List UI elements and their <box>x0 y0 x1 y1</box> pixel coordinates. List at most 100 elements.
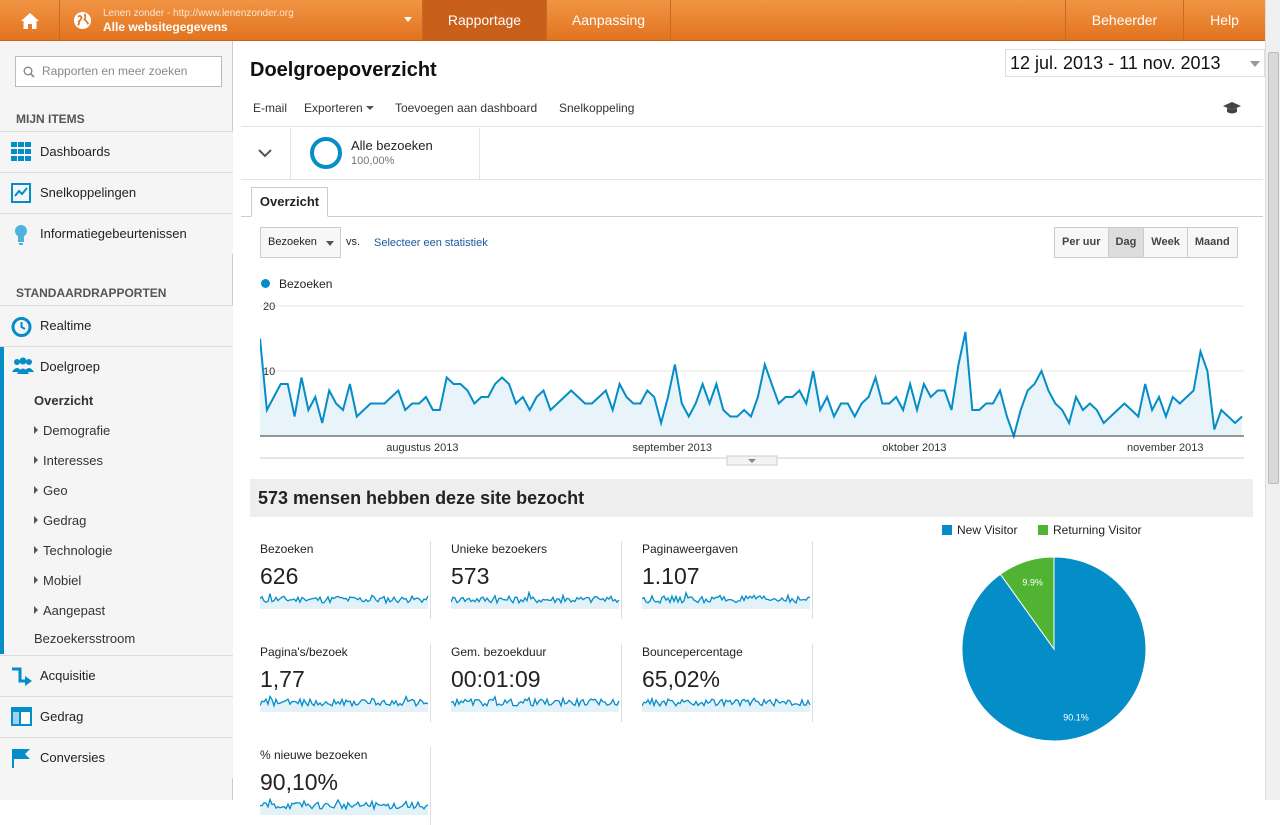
home-icon <box>20 12 39 29</box>
sidebar-subitem-mobile[interactable]: Mobiel <box>34 573 81 588</box>
account-selector[interactable]: Lenen zonder - http://www.lenenzonder.or… <box>60 0 423 41</box>
sparkline-line <box>451 591 620 605</box>
sparkline-line <box>642 591 811 605</box>
sidebar-item-intelligence-events[interactable]: Informatiegebeurtenissen <box>0 213 233 254</box>
chevron-down-icon <box>258 149 272 158</box>
sidebar-subitem-label: Demografie <box>43 423 111 438</box>
sparkline-fill <box>260 593 428 609</box>
tab-reporting[interactable]: Rapportage <box>423 0 547 41</box>
metric-tile[interactable]: Gem. bezoekduur 00:01:09 <box>441 644 622 722</box>
metric-tile[interactable]: Unieke bezoekers 573 <box>441 541 622 619</box>
export-button[interactable]: Exporteren <box>304 101 375 115</box>
pie-legend-new: New Visitor <box>942 523 1017 537</box>
sidebar-subitem-behavior[interactable]: Gedrag <box>34 513 86 528</box>
x-tick-label: augustus 2013 <box>386 442 458 454</box>
metric-value: 90,10% <box>260 769 339 795</box>
select-statistic-link[interactable]: Selecteer een statistiek <box>374 237 488 249</box>
sidebar-subitem-label: Mobiel <box>43 573 82 588</box>
sidebar-item-behavior[interactable]: Gedrag <box>0 696 233 737</box>
acquisition-arrow-icon <box>12 667 32 686</box>
x-tick-label: oktober 2013 <box>882 442 946 454</box>
sidebar-subitem-geo[interactable]: Geo <box>34 483 68 498</box>
tab-admin[interactable]: Beheerder <box>1065 0 1184 41</box>
graduation-cap-icon[interactable] <box>1222 101 1242 115</box>
home-button[interactable] <box>0 0 60 41</box>
legend-swatch <box>1038 525 1048 535</box>
standard-reports-heading: STANDAARDRAPPORTEN <box>16 286 167 300</box>
metric-selector[interactable]: Bezoeken <box>260 227 341 258</box>
tab-customization[interactable]: Aanpassing <box>547 0 671 41</box>
metric-label: Bezoeken <box>260 542 314 556</box>
sparkline <box>642 591 811 609</box>
sidebar-item-conversions[interactable]: Conversies <box>0 737 233 778</box>
metric-label: Pagina's/bezoek <box>260 645 348 659</box>
metric-value: 00:01:09 <box>451 666 541 692</box>
metric-tile[interactable]: % nieuwe bezoeken 90,10% <box>250 747 431 825</box>
sidebar-subitem-custom[interactable]: Aangepast <box>34 603 105 618</box>
granularity-day[interactable]: Dag <box>1108 228 1145 257</box>
sidebar-item-label: Informatiegebeurtenissen <box>40 226 187 241</box>
legend-label: New Visitor <box>957 523 1018 537</box>
visitor-type-pie-chart: 90.1% 9.9% <box>961 556 1147 742</box>
metric-tile[interactable]: Paginaweergaven 1.107 <box>632 541 813 619</box>
lightbulb-icon <box>15 225 27 245</box>
tab-help[interactable]: Help <box>1210 12 1239 28</box>
shortcut-button[interactable]: Snelkoppeling <box>559 101 635 115</box>
sidebar-item-audience[interactable]: Doelgroep <box>0 346 233 655</box>
granularity-week[interactable]: Week <box>1144 228 1188 257</box>
metric-value: 65,02% <box>642 666 721 692</box>
summary-heading: 573 mensen hebben deze site bezocht <box>250 479 1253 517</box>
tab-divider <box>241 216 1263 217</box>
y-tick-label: 20 <box>263 301 275 313</box>
sparkline-fill <box>260 696 428 712</box>
sidebar-item-shortcuts[interactable]: Snelkoppelingen <box>0 172 233 213</box>
segment-ring-icon <box>310 137 342 169</box>
sidebar-subitem-label: Aangepast <box>43 603 106 618</box>
legend-label: Returning Visitor <box>1053 523 1142 537</box>
metric-tile[interactable]: Pagina's/bezoek 1,77 <box>250 644 431 722</box>
page-scrollbar[interactable] <box>1265 0 1280 800</box>
date-range-picker[interactable]: 12 jul. 2013 - 11 nov. 2013 <box>1005 49 1265 77</box>
expand-triangle-icon <box>34 456 38 464</box>
granularity-hourly[interactable]: Per uur <box>1055 228 1109 257</box>
expand-triangle-icon <box>34 486 38 494</box>
sidebar-subitem-technology[interactable]: Technologie <box>34 543 112 558</box>
segment-bar: Alle bezoeken 100,00% <box>241 128 1263 180</box>
sparkline-line <box>451 695 620 708</box>
expand-triangle-icon <box>34 516 38 524</box>
sidebar-subitem-interests[interactable]: Interesses <box>34 453 103 468</box>
sidebar-subitem-label: Technologie <box>43 543 113 558</box>
tab-overview[interactable]: Overzicht <box>251 187 328 217</box>
search-input[interactable]: Rapporten en meer zoeken <box>15 56 222 87</box>
report-actions-bar: E-mail Exporteren Toevoegen aan dashboar… <box>241 89 1263 127</box>
series-line-visits <box>260 331 1243 440</box>
metric-value: 573 <box>451 563 490 589</box>
sparkline-line <box>260 694 429 708</box>
audience-people-icon <box>12 357 34 374</box>
sidebar-subitem-label: Gedrag <box>43 513 87 528</box>
pie-slice-label: 9.9% <box>1022 577 1043 587</box>
sidebar: Rapporten en meer zoeken MIJN ITEMS Dash… <box>0 41 233 800</box>
segment-all-visits[interactable]: Alle bezoeken 100,00% <box>291 128 480 180</box>
sidebar-subitem-overview[interactable]: Overzicht <box>34 393 94 408</box>
granularity-month[interactable]: Maand <box>1187 228 1237 257</box>
scrollbar-thumb[interactable] <box>1268 52 1279 484</box>
sidebar-item-dashboards[interactable]: Dashboards <box>0 131 233 172</box>
add-to-dashboard-button[interactable]: Toevoegen aan dashboard <box>395 101 538 115</box>
sparkline-line <box>642 696 811 708</box>
active-section-indicator <box>0 347 4 654</box>
granularity-toggle: Per uur Dag Week Maand <box>1054 227 1238 258</box>
sidebar-item-acquisition[interactable]: Acquisitie <box>0 655 233 696</box>
metric-tile[interactable]: Bouncepercentage 65,02% <box>632 644 813 722</box>
metric-tile[interactable]: Bezoeken 626 <box>250 541 431 619</box>
sidebar-subitem-visitors-flow[interactable]: Bezoekersstroom <box>34 631 136 646</box>
pie-slice-label: 90.1% <box>1063 713 1089 723</box>
sidebar-item-label: Snelkoppelingen <box>40 185 137 200</box>
sidebar-item-realtime[interactable]: Realtime <box>0 305 233 346</box>
sidebar-subitem-demographics[interactable]: Demografie <box>34 423 110 438</box>
chevron-down-icon <box>1250 61 1260 67</box>
expand-triangle-icon <box>34 546 38 554</box>
segment-toggle[interactable] <box>241 128 291 180</box>
email-button[interactable]: E-mail <box>253 101 288 115</box>
chart-legend-label: Bezoeken <box>279 277 333 291</box>
